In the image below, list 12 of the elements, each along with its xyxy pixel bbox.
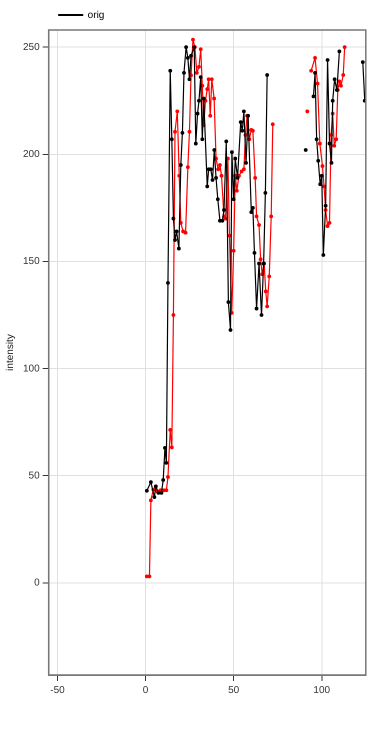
y-axis-title: intensity	[4, 334, 16, 371]
legend-label: orig	[88, 10, 104, 21]
y-tick-label: 250	[22, 42, 40, 53]
y-tick-label: 100	[22, 363, 40, 374]
x-tick-label: 100	[313, 684, 331, 696]
y-tick-label: 150	[22, 256, 40, 268]
y-tick-label: 50	[28, 470, 40, 482]
x-tick-label: -50	[50, 684, 66, 696]
x-tick-label: 50	[228, 684, 240, 696]
x-tick-label: 0	[142, 684, 149, 696]
y-tick-label: 0	[34, 578, 40, 589]
y-tick-label: 200	[22, 149, 40, 160]
